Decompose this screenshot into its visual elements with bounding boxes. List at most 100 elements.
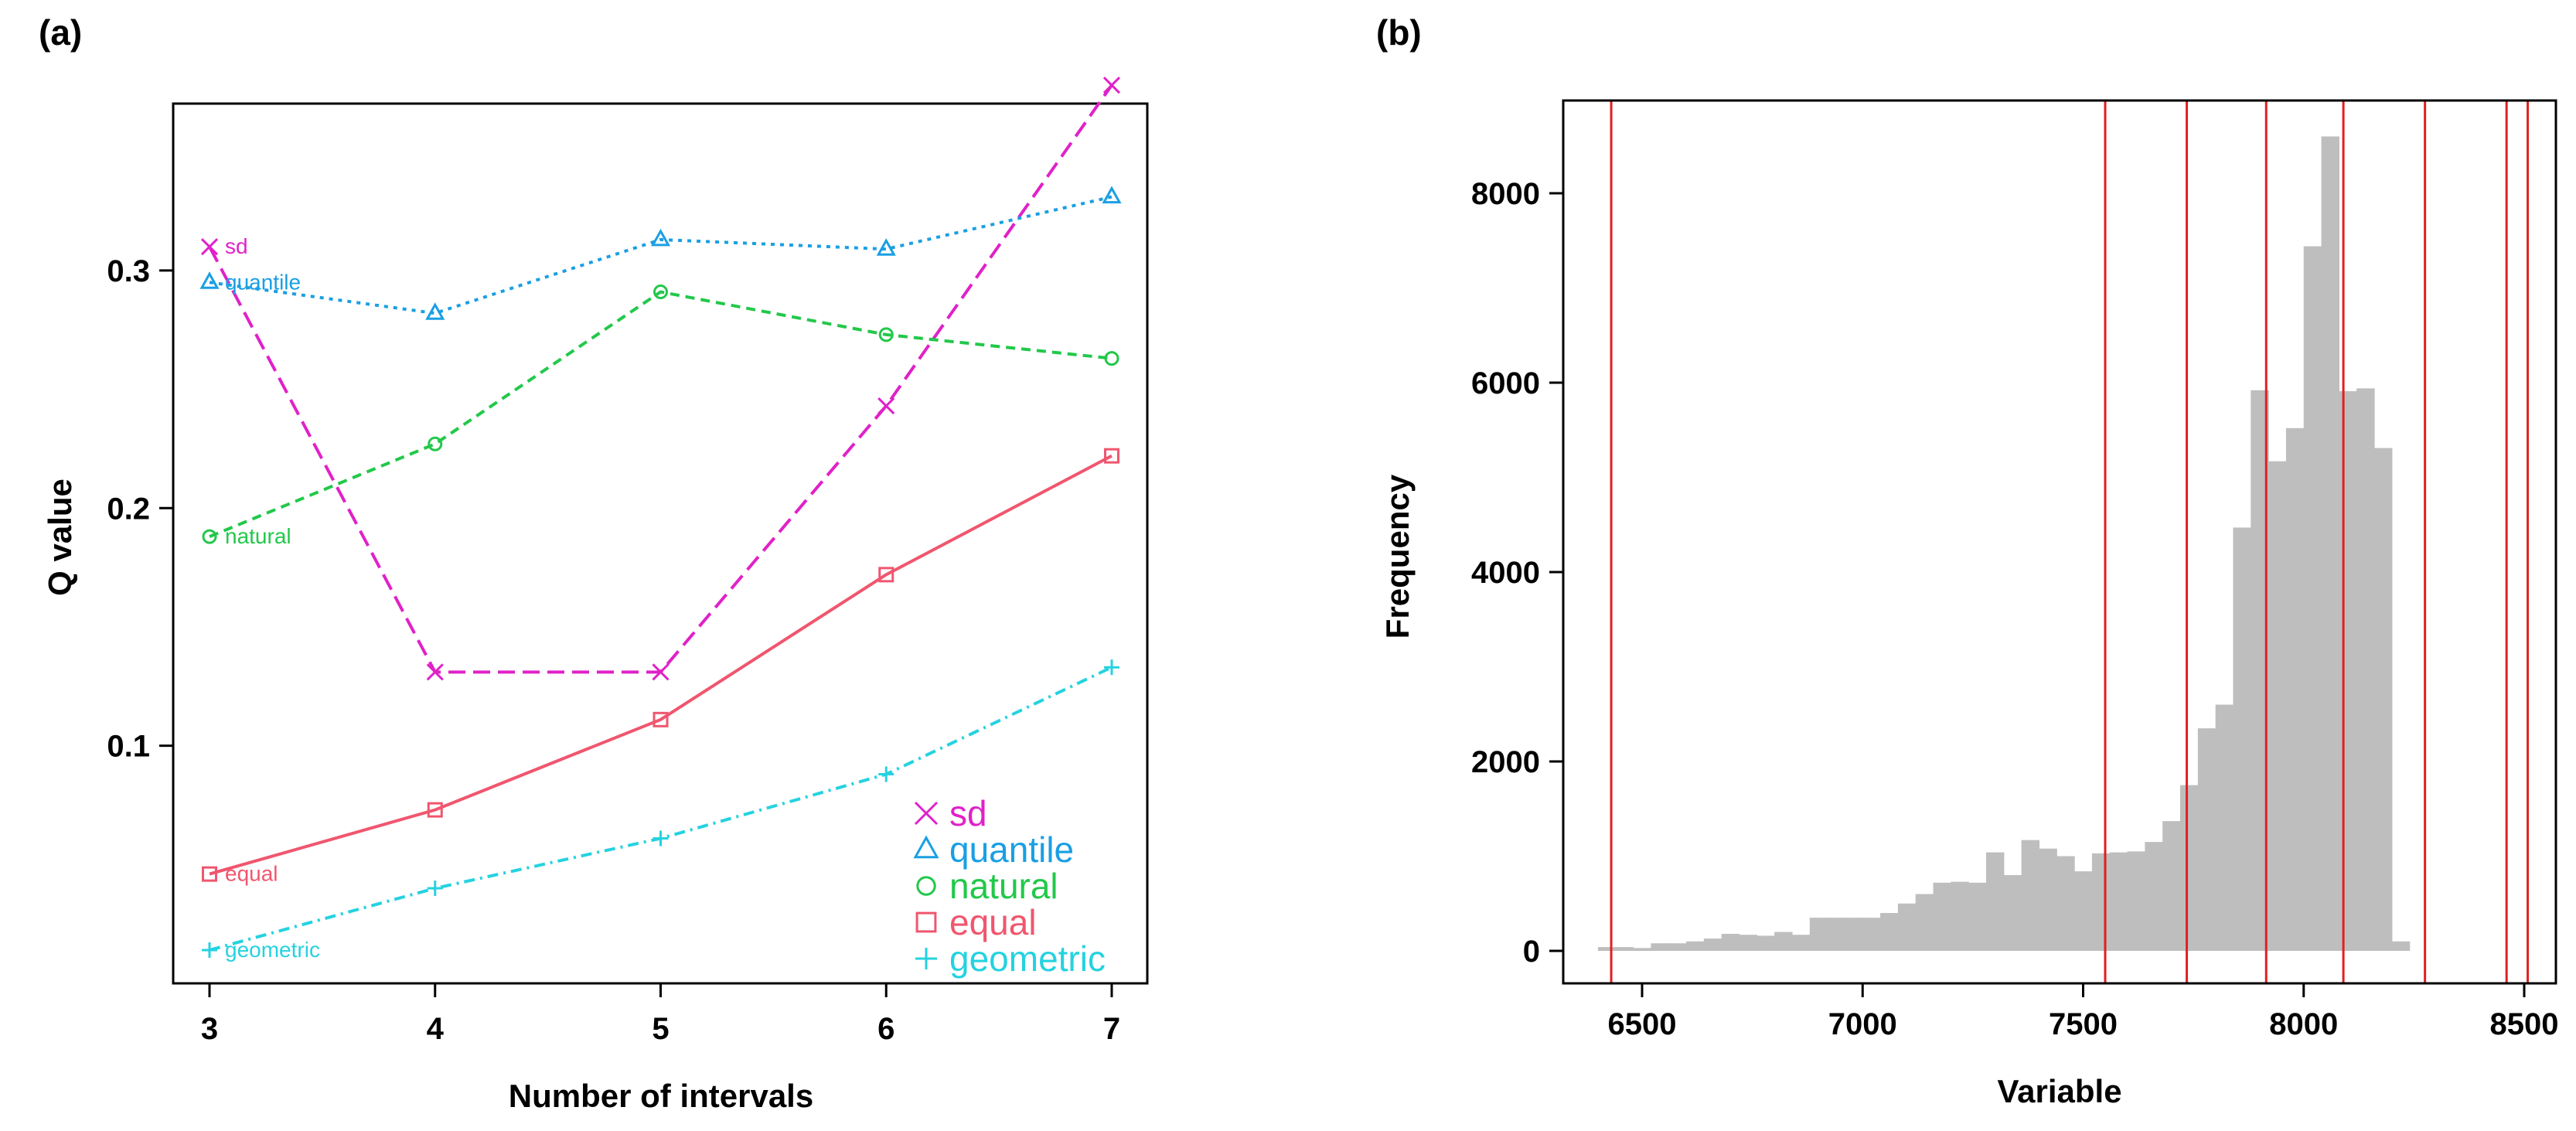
data-point-equal <box>427 802 443 818</box>
x-tick-label: 8500 <box>2490 1007 2559 1041</box>
histogram-bar <box>2039 848 2057 951</box>
histogram-bar <box>1985 852 2005 951</box>
marker-stroke <box>202 866 217 882</box>
x-tick-label: 7 <box>1103 1012 1120 1046</box>
marker-stroke <box>1102 77 1121 94</box>
marker-stroke <box>876 238 896 256</box>
marker-stroke <box>1104 448 1119 464</box>
panel-b-y-axis: 0 2000 4000 6000 8000 <box>1471 177 1563 969</box>
y-tick-label: 0.1 <box>107 730 150 764</box>
histogram-bar <box>2303 246 2322 952</box>
panel-b-x-axis: 6500 7000 7500 8000 8500 <box>1608 983 2559 1041</box>
histogram-bar <box>2251 390 2269 951</box>
inline-label-equal: equal <box>225 862 278 886</box>
data-point-equal <box>202 866 217 882</box>
inline-label-sd: sd <box>225 234 248 258</box>
histogram-bar <box>1757 935 1775 951</box>
histogram-bar <box>1933 882 1951 951</box>
data-point-natural <box>202 529 217 544</box>
panel-a-label: (a) <box>39 12 82 53</box>
series-line-quantile <box>209 195 1113 315</box>
histogram-bar <box>1845 918 1863 951</box>
panel-b-x-axis-title: Variable <box>1997 1073 2121 1109</box>
y-tick-label: 0.2 <box>107 492 150 526</box>
histogram-bar <box>2145 842 2163 951</box>
series-natural: natural <box>202 284 1119 548</box>
histogram-bar <box>2374 448 2393 951</box>
marker-stroke <box>428 436 443 451</box>
data-point-quantile <box>1102 186 1122 204</box>
marker-stroke <box>878 567 894 583</box>
marker-stroke <box>1102 186 1122 204</box>
x-tick-label: 5 <box>652 1012 669 1046</box>
y-tick-label: 6000 <box>1471 366 1540 400</box>
marker-stroke <box>199 271 220 289</box>
histogram-bar <box>1668 943 1687 951</box>
histogram-bar <box>2091 853 2111 951</box>
histogram-bar <box>1827 918 1846 951</box>
marker-stroke <box>200 238 219 256</box>
series-quantile: quantile <box>199 186 1122 320</box>
y-tick-label: 0 <box>1523 935 1540 969</box>
panel-b: (b) 0 2000 4000 6000 8000 6500 7000 7500 8000 85… <box>1376 12 2558 1109</box>
legend-symbol-natural <box>916 876 936 896</box>
data-point-sd <box>426 663 444 681</box>
histogram-bar <box>1615 947 1634 951</box>
marker-stroke <box>913 835 939 859</box>
legend-label-equal: equal <box>949 902 1037 942</box>
histogram-bar <box>1968 882 1987 951</box>
panel-b-plot-frame <box>1562 99 2557 985</box>
x-tick-label: 6 <box>877 1012 894 1046</box>
marker-stroke <box>1104 351 1119 366</box>
legend-label-quantile: quantile <box>949 830 1074 870</box>
histogram-bar <box>2339 391 2357 951</box>
marker-stroke <box>878 327 894 342</box>
histogram-bar <box>2162 821 2181 951</box>
histogram-bar <box>2268 461 2287 951</box>
series-line-natural <box>209 290 1113 538</box>
panel-b-label: (b) <box>1376 12 1422 53</box>
data-point-geometric <box>653 830 669 847</box>
legend-label-sd: sd <box>949 793 987 833</box>
x-tick-label: 8000 <box>2269 1007 2338 1041</box>
data-point-quantile <box>650 228 671 247</box>
y-tick-label: 4000 <box>1471 556 1540 590</box>
histogram-bar <box>2056 856 2075 951</box>
histogram-bar <box>1703 939 1722 951</box>
series-line-equal <box>209 454 1113 876</box>
legend-label-natural: natural <box>949 866 1058 906</box>
histogram-bar <box>2321 136 2339 951</box>
histogram-bar <box>2285 428 2305 951</box>
data-point-natural <box>428 436 443 451</box>
histogram-bar <box>1597 947 1617 951</box>
histogram-bar <box>1915 894 1934 951</box>
data-point-natural <box>653 284 668 300</box>
histogram-bar <box>2127 851 2145 951</box>
series-sd: sd <box>200 77 1121 681</box>
histogram-bar <box>1809 918 1828 951</box>
marker-stroke <box>202 529 217 544</box>
data-point-natural <box>878 327 894 342</box>
series-geometric: geometric <box>202 659 1119 962</box>
y-tick-label: 8000 <box>1471 177 1540 211</box>
y-tick-label: 0.3 <box>107 254 150 288</box>
histogram-bar <box>2003 875 2022 951</box>
data-point-equal <box>653 711 669 727</box>
histogram-bar <box>1951 881 1969 951</box>
legend-label-geometric: geometric <box>949 939 1106 979</box>
legend-symbol-sd <box>914 801 939 826</box>
panel-b-y-axis-title: Frequency <box>1379 474 1416 639</box>
histogram-bar <box>1633 948 1652 951</box>
histogram-bar <box>1686 941 1705 951</box>
data-point-geometric <box>878 766 894 782</box>
marker-stroke <box>877 397 895 415</box>
x-tick-label: 3 <box>201 1012 218 1046</box>
x-tick-label: 7500 <box>2049 1007 2118 1041</box>
series-line-sd <box>208 83 1113 674</box>
x-tick-label: 7000 <box>1828 1007 1897 1041</box>
data-point-geometric <box>202 942 217 958</box>
histogram-bar <box>2215 704 2234 951</box>
histogram-bar <box>1880 913 1899 951</box>
